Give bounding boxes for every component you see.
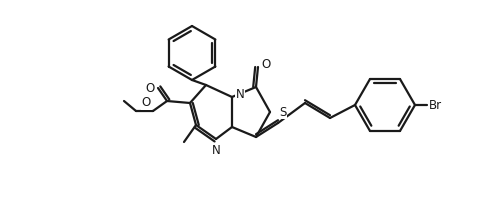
- Text: S: S: [279, 106, 286, 118]
- Text: Br: Br: [429, 98, 442, 112]
- Text: O: O: [142, 96, 151, 109]
- Text: N: N: [212, 144, 220, 157]
- Text: O: O: [261, 58, 270, 72]
- Text: N: N: [236, 89, 245, 101]
- Text: O: O: [146, 81, 155, 95]
